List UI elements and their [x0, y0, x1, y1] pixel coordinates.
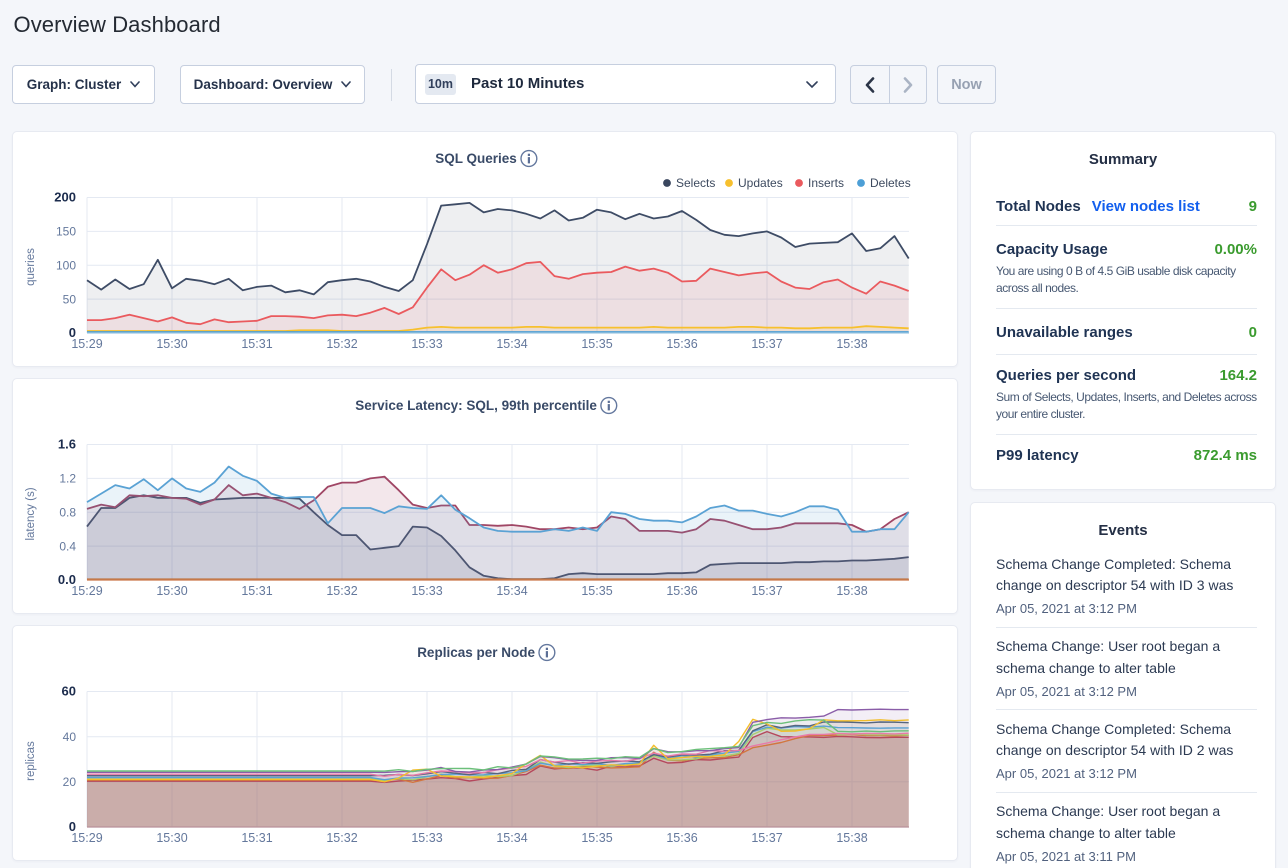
svg-text:15:36: 15:36	[666, 337, 697, 351]
svg-text:15:34: 15:34	[496, 337, 527, 351]
svg-text:15:31: 15:31	[241, 337, 272, 351]
svg-text:0.0: 0.0	[58, 572, 76, 587]
svg-text:15:36: 15:36	[666, 831, 697, 845]
svg-text:15:30: 15:30	[156, 337, 187, 351]
svg-text:15:30: 15:30	[156, 831, 187, 845]
svg-text:15:38: 15:38	[836, 584, 867, 598]
svg-text:15:37: 15:37	[751, 584, 782, 598]
svg-text:latency (s): latency (s)	[25, 487, 37, 540]
svg-text:15:32: 15:32	[326, 337, 357, 351]
svg-text:15:38: 15:38	[836, 831, 867, 845]
svg-text:0: 0	[69, 325, 76, 340]
svg-text:15:37: 15:37	[751, 337, 782, 351]
svg-text:200: 200	[54, 190, 76, 205]
svg-text:15:29: 15:29	[71, 831, 102, 845]
svg-text:150: 150	[56, 225, 76, 239]
svg-text:15:33: 15:33	[411, 831, 442, 845]
svg-text:15:35: 15:35	[581, 337, 612, 351]
svg-text:0.4: 0.4	[59, 539, 76, 553]
svg-text:50: 50	[63, 292, 77, 306]
svg-text:15:32: 15:32	[326, 831, 357, 845]
svg-text:15:31: 15:31	[241, 831, 272, 845]
svg-text:15:34: 15:34	[496, 831, 527, 845]
svg-text:Replicas per Node: Replicas per Node	[417, 645, 535, 660]
svg-text:SQL Queries: SQL Queries	[435, 151, 517, 166]
svg-text:15:29: 15:29	[71, 337, 102, 351]
svg-text:1.2: 1.2	[59, 472, 76, 486]
svg-text:0.8: 0.8	[59, 505, 76, 519]
svg-text:15:30: 15:30	[156, 584, 187, 598]
svg-text:15:37: 15:37	[751, 831, 782, 845]
svg-text:15:33: 15:33	[411, 337, 442, 351]
svg-text:0: 0	[69, 819, 76, 834]
svg-text:replicas: replicas	[25, 741, 37, 781]
svg-text:Updates: Updates	[738, 176, 783, 190]
svg-text:queries: queries	[25, 248, 37, 286]
svg-text:100: 100	[56, 258, 76, 272]
svg-text:60: 60	[62, 684, 76, 699]
svg-text:1.6: 1.6	[58, 437, 76, 452]
svg-text:15:36: 15:36	[666, 584, 697, 598]
svg-text:15:29: 15:29	[71, 584, 102, 598]
svg-text:Inserts: Inserts	[808, 176, 844, 190]
svg-text:40: 40	[63, 730, 77, 744]
svg-text:15:38: 15:38	[836, 337, 867, 351]
svg-text:15:35: 15:35	[581, 831, 612, 845]
svg-text:15:31: 15:31	[241, 584, 272, 598]
svg-text:15:32: 15:32	[326, 584, 357, 598]
svg-text:Selects: Selects	[676, 176, 715, 190]
svg-text:15:33: 15:33	[411, 584, 442, 598]
svg-text:15:34: 15:34	[496, 584, 527, 598]
svg-text:Service Latency: SQL, 99th per: Service Latency: SQL, 99th percentile	[355, 398, 597, 413]
svg-text:15:35: 15:35	[581, 584, 612, 598]
svg-text:20: 20	[63, 775, 77, 789]
svg-text:Deletes: Deletes	[870, 176, 911, 190]
